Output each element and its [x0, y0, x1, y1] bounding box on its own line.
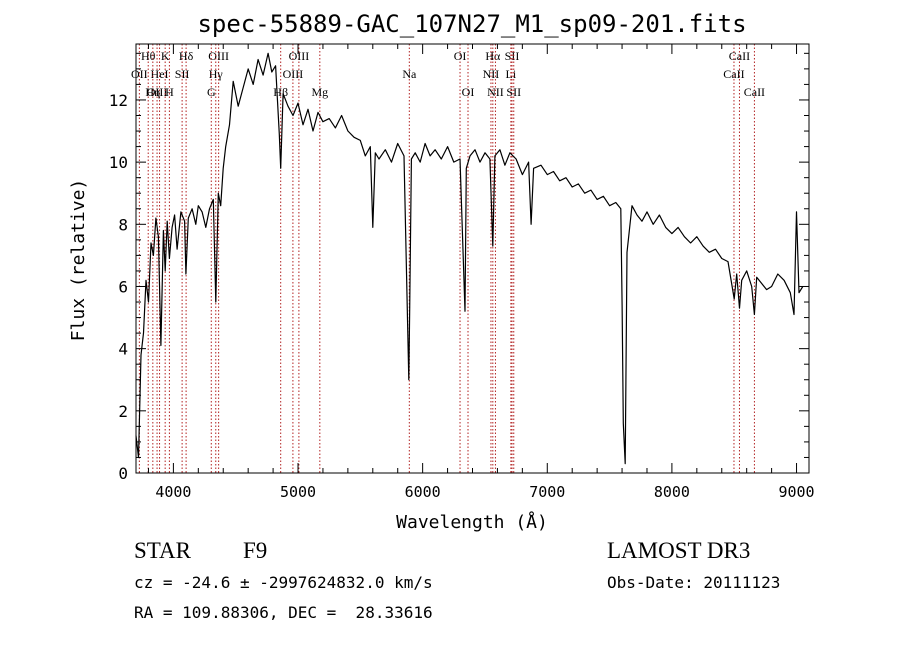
x-tick-label: 8000 [654, 483, 690, 501]
line-marker-label: Hβ [273, 85, 288, 99]
x-tick-label: 4000 [155, 483, 191, 501]
y-tick-label: 12 [109, 91, 128, 110]
line-marker-label: HeI [151, 67, 169, 81]
line-marker-label: OIII [147, 85, 168, 99]
object-class: STAR [134, 538, 191, 563]
line-marker-label: OI [454, 49, 467, 63]
plot-frame [135, 43, 810, 474]
chart-title: spec-55889-GAC_107N27_M1_sp09-201.fits [197, 10, 746, 38]
line-marker-label: Mg [311, 85, 328, 99]
line-marker-label: Hδ [179, 49, 194, 63]
line-marker-label: OIII [289, 49, 310, 63]
y-tick-label: 0 [118, 464, 128, 483]
y-tick-label: 6 [118, 277, 128, 296]
coordinates-readout: RA = 109.88306, DEC = 28.33616 [134, 603, 433, 622]
y-tick-label: 8 [118, 215, 128, 234]
line-marker-label: CaII [723, 67, 744, 81]
y-tick-label: 10 [109, 153, 128, 172]
line-marker-label: CaII [744, 85, 765, 99]
line-marker-label: OIII [208, 49, 229, 63]
observation-date: Obs-Date: 20111123 [607, 573, 781, 592]
line-marker-label: NII [483, 67, 500, 81]
x-tick-label: 7000 [529, 483, 565, 501]
x-axis-label: Wavelength (Å) [396, 511, 548, 533]
y-tick-label: 4 [118, 340, 128, 359]
x-tick-label: 6000 [405, 483, 441, 501]
line-marker-label: OII [131, 67, 148, 81]
line-marker-label: OI [462, 85, 475, 99]
object-subclass: F9 [243, 538, 268, 563]
survey-name: LAMOST DR3 [607, 538, 751, 563]
line-marker-label: Na [402, 67, 417, 81]
spectrum-line [135, 52, 804, 465]
line-marker-label: Li [506, 67, 517, 81]
line-marker-label: Hα [485, 49, 501, 63]
redshift-readout: cz = -24.6 ± -2997624832.0 km/s [134, 573, 433, 592]
line-marker-label: SII [506, 85, 521, 99]
line-marker-label: SII [175, 67, 190, 81]
line-marker-label: Hγ [209, 67, 224, 81]
line-marker-label: OIII [283, 67, 304, 81]
x-tick-label: 5000 [280, 483, 316, 501]
y-tick-label: 2 [118, 402, 128, 421]
y-axis-label: Flux (relative) [68, 179, 89, 342]
line-marker-label: H [165, 85, 174, 99]
x-tick-label: 9000 [778, 483, 814, 501]
line-marker-label: CaII [729, 49, 750, 63]
line-marker-label: SII [505, 49, 520, 63]
line-marker-label: NII [487, 85, 504, 99]
line-marker-label: Hη [145, 85, 160, 99]
line-marker-label: Hθ [141, 49, 156, 63]
y-axis-ticks: 0 2 4 6 8 10 12 [109, 52, 809, 483]
x-axis-ticks: 4000 5000 6000 7000 8000 9000 [147, 44, 815, 501]
line-marker-label: K [161, 49, 170, 63]
line-marker-label: G [207, 85, 216, 99]
